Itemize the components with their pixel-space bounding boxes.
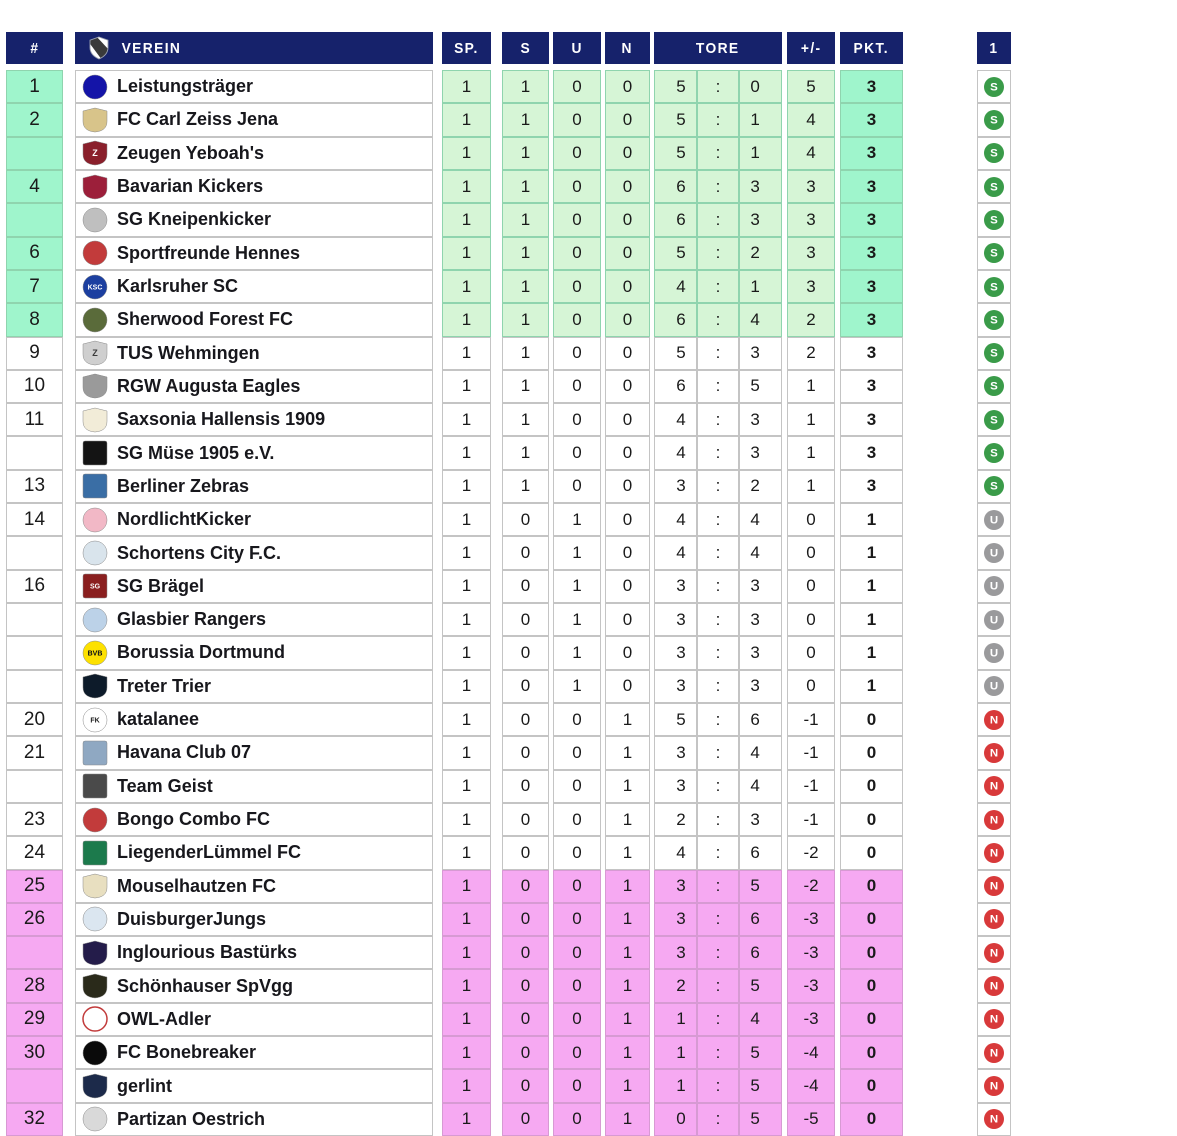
svg-text:FK: FK bbox=[90, 717, 99, 724]
svg-text:S: S bbox=[990, 114, 998, 126]
svg-text:N: N bbox=[990, 814, 998, 826]
svg-text:U: U bbox=[990, 581, 998, 593]
svg-text:Z: Z bbox=[92, 348, 98, 358]
svg-text:S: S bbox=[990, 314, 998, 326]
svg-text:U: U bbox=[990, 514, 998, 526]
svg-text:N: N bbox=[990, 714, 998, 726]
svg-text:N: N bbox=[990, 947, 998, 959]
svg-text:S: S bbox=[990, 281, 998, 293]
svg-text:BVB: BVB bbox=[88, 650, 103, 657]
svg-text:N: N bbox=[990, 781, 998, 793]
svg-text:S: S bbox=[990, 381, 998, 393]
svg-text:U: U bbox=[990, 614, 998, 626]
svg-text:S: S bbox=[990, 414, 998, 426]
svg-text:S: S bbox=[990, 448, 998, 460]
svg-text:S: S bbox=[990, 181, 998, 193]
svg-text:SG: SG bbox=[90, 584, 101, 591]
svg-text:N: N bbox=[990, 1014, 998, 1026]
svg-text:N: N bbox=[990, 1081, 998, 1093]
svg-text:KSC: KSC bbox=[88, 284, 103, 291]
svg-text:S: S bbox=[990, 481, 998, 493]
svg-text:Z: Z bbox=[92, 148, 98, 158]
svg-text:N: N bbox=[990, 981, 998, 993]
svg-text:S: S bbox=[990, 214, 998, 226]
svg-text:S: S bbox=[990, 348, 998, 360]
svg-text:S: S bbox=[990, 248, 998, 260]
svg-text:N: N bbox=[990, 881, 998, 893]
svg-text:N: N bbox=[990, 1047, 998, 1059]
svg-text:S: S bbox=[990, 148, 998, 160]
svg-text:U: U bbox=[990, 548, 998, 560]
svg-text:S: S bbox=[990, 81, 998, 93]
svg-text:N: N bbox=[990, 914, 998, 926]
svg-text:U: U bbox=[990, 681, 998, 693]
svg-text:N: N bbox=[990, 1114, 998, 1126]
svg-text:U: U bbox=[990, 647, 998, 659]
svg-text:N: N bbox=[990, 747, 998, 759]
svg-text:N: N bbox=[990, 847, 998, 859]
